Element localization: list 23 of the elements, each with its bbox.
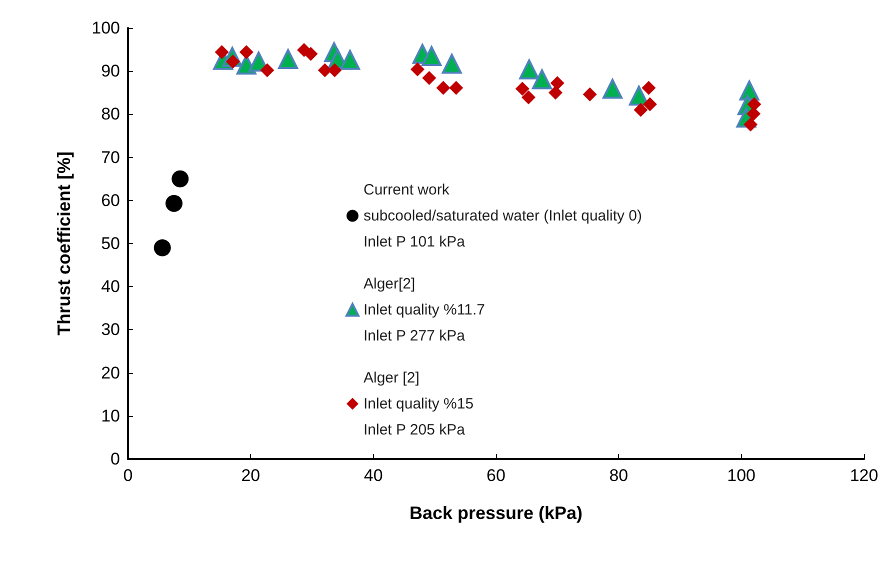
y-tick-label: 70 <box>101 148 120 167</box>
x-tick-label: 20 <box>241 466 260 485</box>
x-tick-label: 0 <box>123 466 133 485</box>
x-tick-label: 80 <box>609 466 628 485</box>
x-axis-title: Back pressure (kPa) <box>409 503 583 523</box>
y-axis-title: Thrust coefficient [%] <box>54 151 74 336</box>
y-tick-label: 60 <box>101 190 120 210</box>
legend-label: Current work subcooled/saturated water (Inlet quality 0) Inlet P 101 kPa <box>364 181 642 250</box>
legend-label: Alger[2] Inlet quality %11.7 Inlet P 277 kPa <box>364 275 485 344</box>
y-tick-label: 100 <box>92 18 120 38</box>
x-tick-label: 100 <box>727 466 756 485</box>
legend-label: Alger [2] Inlet quality %15 Inlet P 205 kPa <box>364 369 474 438</box>
y-tick-label: 20 <box>101 363 120 382</box>
y-tick-label: 80 <box>101 104 120 124</box>
y-tick-label: 90 <box>101 62 120 81</box>
x-tick-label: 40 <box>364 466 383 485</box>
x-tick-label: 60 <box>486 466 506 485</box>
x-tick-label: 120 <box>850 466 878 485</box>
y-tick-label: 30 <box>101 320 120 340</box>
y-tick-label: 50 <box>101 234 120 253</box>
y-tick-label: 40 <box>101 277 120 296</box>
y-tick-label: 0 <box>110 450 120 468</box>
y-tick-label: 10 <box>101 406 120 426</box>
